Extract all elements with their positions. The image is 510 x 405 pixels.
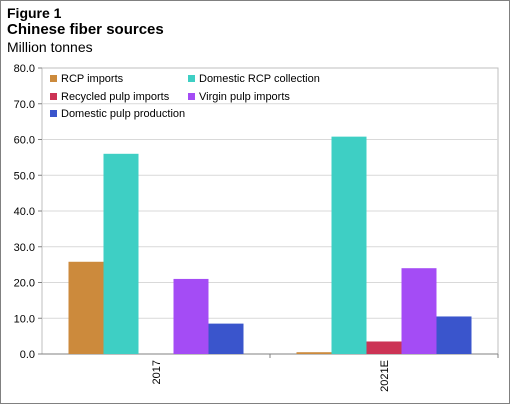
legend-label: Virgin pulp imports: [199, 91, 290, 103]
chart-subtitle: Million tonnes: [7, 39, 93, 55]
y-tick-label: 60.0: [14, 135, 35, 147]
y-tick-label: 70.0: [14, 99, 35, 111]
legend-swatch: [50, 75, 57, 82]
chart-title: Chinese fiber sources: [7, 21, 164, 38]
x-category-label: 2021E: [379, 360, 391, 392]
figure-label: Figure 1: [7, 5, 62, 21]
legend-label: RCP imports: [61, 73, 124, 85]
y-tick-label: 40.0: [14, 206, 35, 218]
y-tick-label: 30.0: [14, 242, 35, 254]
bar: [68, 261, 104, 354]
bar: [296, 352, 332, 354]
legend-label: Domestic pulp production: [61, 108, 185, 120]
axes: 0.0 10.0 20.0 30.0 40.0 50.0 60.0 70.0 80.0 2017 2…: [14, 63, 499, 392]
legend: RCP imports Domestic RCP collection Recycl…: [50, 73, 320, 120]
bar: [436, 316, 472, 354]
y-tick-label: 0.0: [20, 349, 35, 361]
legend-swatch: [188, 93, 195, 100]
bars: [68, 136, 472, 354]
bar: [173, 278, 209, 354]
bar: [401, 268, 437, 354]
legend-swatch: [50, 110, 57, 117]
legend-swatch: [50, 93, 57, 100]
y-tick-label: 80.0: [14, 63, 35, 75]
y-tick-label: 10.0: [14, 313, 35, 325]
bar: [331, 136, 367, 354]
bar: [208, 323, 244, 354]
legend-swatch: [188, 75, 195, 82]
legend-label: Domestic RCP collection: [199, 73, 320, 85]
bar: [103, 153, 139, 354]
legend-label: Recycled pulp imports: [61, 91, 170, 103]
y-tick-label: 50.0: [14, 170, 35, 182]
bar: [366, 341, 402, 354]
x-category-label: 2017: [151, 360, 163, 384]
y-tick-label: 20.0: [14, 278, 35, 290]
